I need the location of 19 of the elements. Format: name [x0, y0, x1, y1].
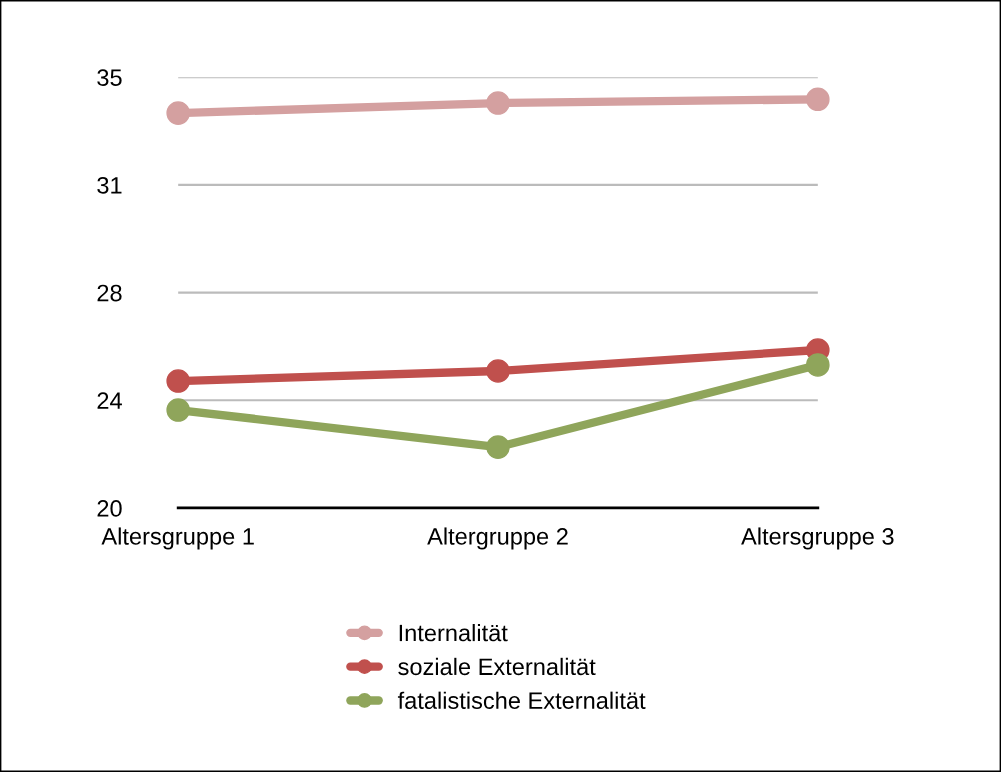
point: [486, 91, 510, 115]
y-tick-label: 28: [97, 284, 122, 302]
y-tick-label: 35: [97, 69, 122, 86]
legend-label: soziale Externalität: [398, 657, 596, 676]
point: [166, 369, 190, 393]
point: [486, 359, 510, 383]
point: [806, 87, 830, 112]
point: [806, 353, 830, 377]
x-tick-label: Altersgruppe 1: [101, 527, 254, 550]
legend-label: Internalität: [399, 624, 508, 642]
x-tick-label: Altergruppe 2: [427, 527, 568, 550]
y-tick-label: 20: [97, 500, 122, 517]
point: [166, 101, 190, 125]
point: [166, 398, 190, 422]
point: [486, 435, 510, 459]
x-tick-label: Altersgruppe 3: [741, 527, 894, 550]
legend-label: fatalistische Externalität: [397, 691, 646, 709]
y-tick-label: 24: [97, 392, 122, 409]
y-tick-label: 31: [97, 176, 122, 194]
